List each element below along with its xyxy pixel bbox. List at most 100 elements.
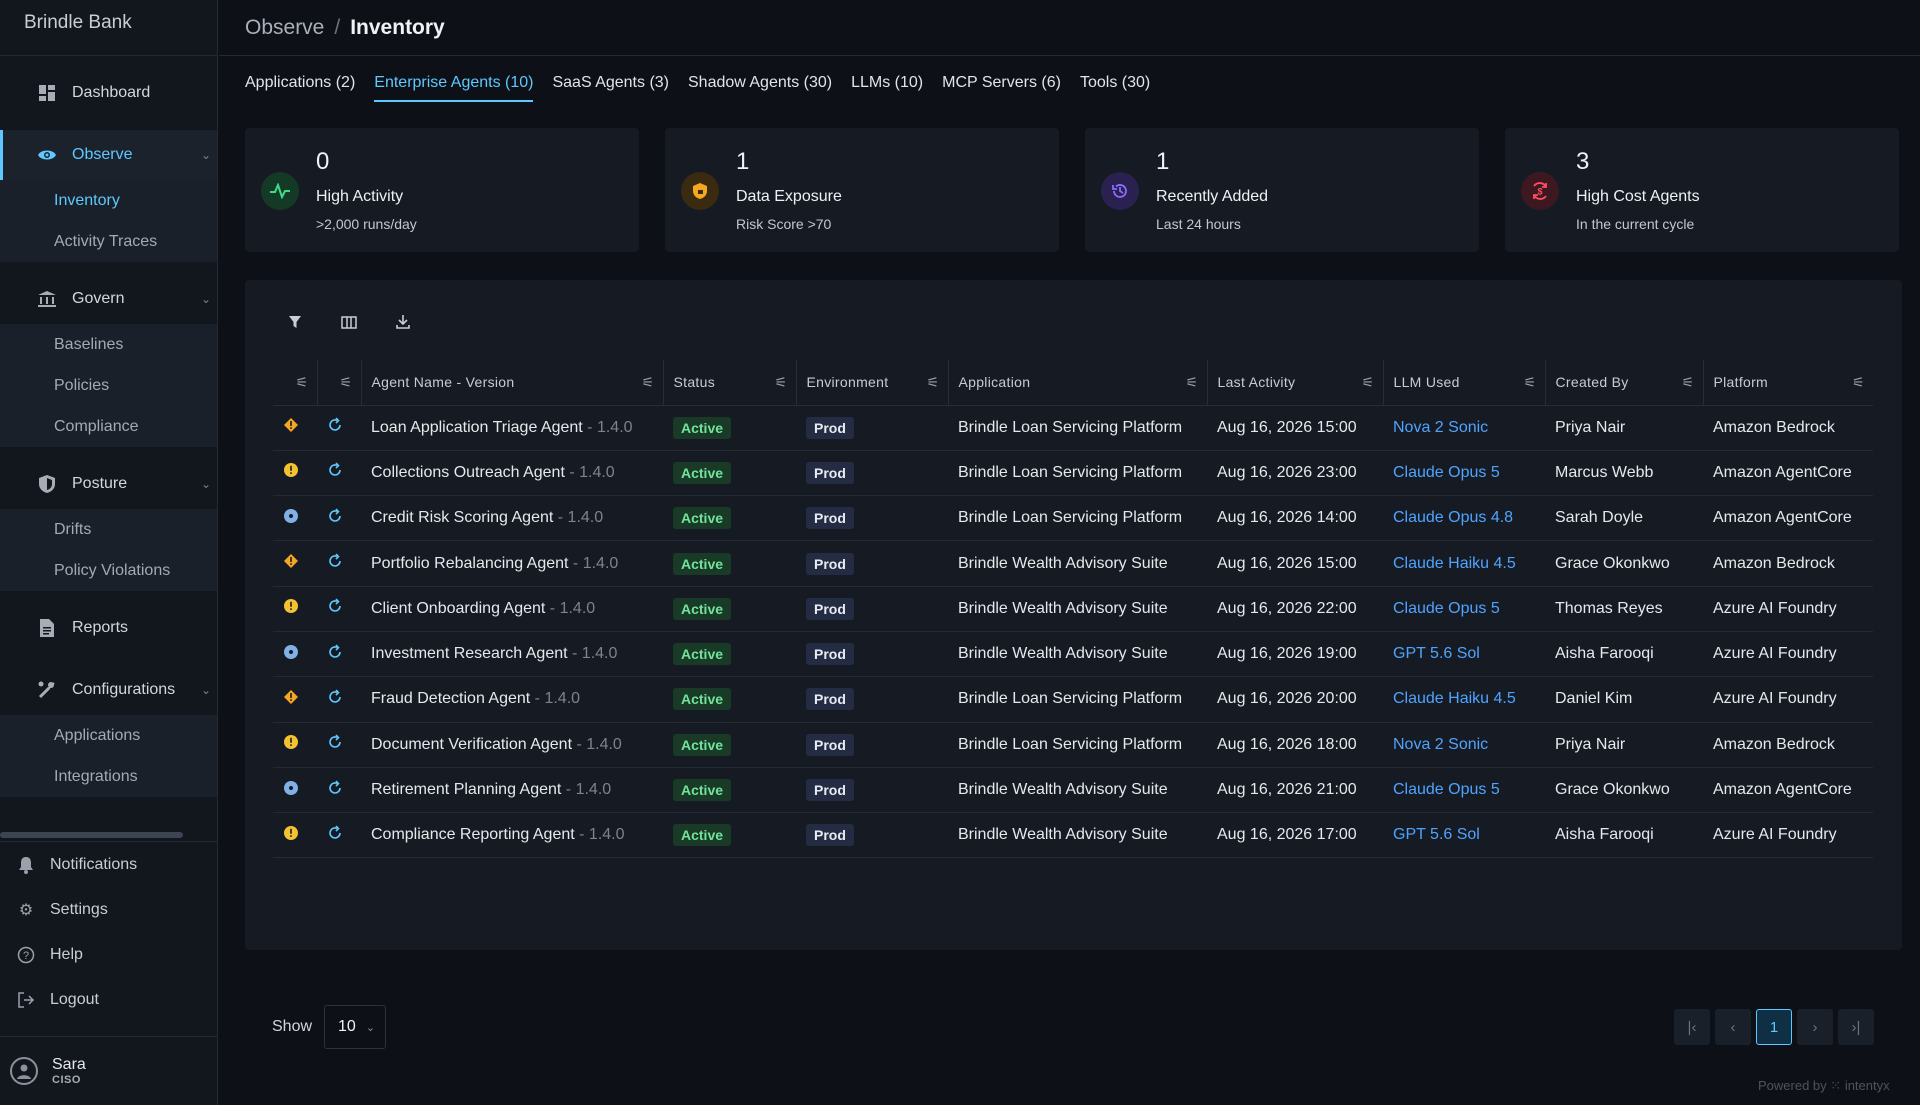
sidebar-item-policies[interactable]: Policies	[54, 376, 110, 394]
table-row[interactable]: Retirement Planning Agent - 1.4.0 Active P…	[273, 767, 1873, 814]
agent-name-cell[interactable]: Portfolio Rebalancing Agent - 1.4.0	[361, 540, 663, 587]
card-data-exposure[interactable]: 1 Data Exposure Risk Score >70	[665, 128, 1059, 252]
sidebar-scrollbar[interactable]	[0, 832, 183, 838]
table-row[interactable]: Loan Application Triage Agent - 1.4.0 Act…	[273, 405, 1873, 451]
last-activity-header[interactable]: Last Activity ⚟	[1206, 360, 1383, 406]
columns-button[interactable]	[337, 310, 361, 334]
sidebar-item-compliance[interactable]: Compliance	[54, 417, 139, 435]
filter-icon[interactable]: ⚟	[1185, 374, 1199, 390]
tab-enterprise-agents[interactable]: Enterprise Agents (10)	[374, 72, 534, 102]
user-profile[interactable]: Sara CISO	[0, 1036, 218, 1105]
filter-icon[interactable]: ⚟	[1361, 374, 1375, 390]
sidebar-item-policy-violations[interactable]: Policy Violations	[54, 561, 171, 579]
page-number-button[interactable]: 1	[1756, 1009, 1792, 1045]
tab-saas-agents[interactable]: SaaS Agents (3)	[552, 74, 669, 91]
filter-button[interactable]	[283, 310, 307, 334]
risk-column-header[interactable]: ⚟	[273, 360, 317, 406]
agent-name-cell[interactable]: Retirement Planning Agent - 1.4.0	[361, 767, 663, 814]
tab-shadow-agents[interactable]: Shadow Agents (30)	[688, 74, 833, 91]
llm-cell[interactable]: Claude Opus 4.8	[1383, 495, 1545, 542]
sync-cell[interactable]	[317, 405, 361, 451]
table-row[interactable]: Portfolio Rebalancing Agent - 1.4.0 Activ…	[273, 540, 1873, 587]
llm-cell[interactable]: GPT 5.6 Sol	[1383, 631, 1545, 678]
agent-name-header[interactable]: Agent Name - Version ⚟	[360, 360, 663, 406]
table-row[interactable]: Client Onboarding Agent - 1.4.0 Active Pro…	[273, 586, 1873, 632]
card-recently-added[interactable]: 1 Recently Added Last 24 hours	[1085, 128, 1479, 252]
sidebar-item-configurations[interactable]: Configurations ⌄	[0, 665, 217, 715]
filter-icon[interactable]: ⚟	[926, 374, 940, 390]
sync-cell[interactable]	[317, 450, 361, 497]
llm-cell[interactable]: Nova 2 Sonic	[1383, 722, 1545, 768]
breadcrumb-section[interactable]: Observe	[245, 15, 325, 39]
sidebar-item-applications[interactable]: Applications	[54, 726, 141, 744]
table-row[interactable]: Fraud Detection Agent - 1.4.0 Active Prod B…	[273, 676, 1873, 723]
filter-icon[interactable]: ⚟	[641, 374, 655, 390]
card-high-activity[interactable]: 0 High Activity >2,000 runs/day	[245, 128, 639, 252]
llm-cell[interactable]: Claude Haiku 4.5	[1383, 676, 1545, 723]
agent-name-cell[interactable]: Client Onboarding Agent - 1.4.0	[361, 586, 663, 632]
agent-name-cell[interactable]: Collections Outreach Agent - 1.4.0	[361, 450, 663, 497]
help-link[interactable]: ? Help	[0, 932, 218, 977]
last-page-button[interactable]: ›|	[1838, 1009, 1874, 1045]
sidebar-item-govern[interactable]: Govern ⌄	[0, 274, 217, 324]
sidebar-item-activity-traces[interactable]: Activity Traces	[54, 232, 158, 250]
sidebar-item-posture[interactable]: Posture ⌄	[0, 459, 217, 509]
agent-name-cell[interactable]: Compliance Reporting Agent - 1.4.0	[361, 812, 663, 859]
sidebar-item-dashboard[interactable]: Dashboard	[0, 68, 217, 118]
filter-icon[interactable]: ⚟	[1523, 374, 1537, 390]
filter-icon[interactable]: ⚟	[339, 374, 353, 390]
first-page-button[interactable]: |‹	[1674, 1009, 1710, 1045]
settings-link[interactable]: ⚙ Settings	[0, 887, 218, 932]
llm-cell[interactable]: GPT 5.6 Sol	[1383, 812, 1545, 859]
table-row[interactable]: Document Verification Agent - 1.4.0 Activ…	[273, 722, 1873, 768]
agent-name-cell[interactable]: Fraud Detection Agent - 1.4.0	[361, 676, 663, 723]
environment-header[interactable]: Environment ⚟	[795, 360, 948, 406]
sync-cell[interactable]	[317, 631, 361, 678]
created-by-header[interactable]: Created By ⚟	[1544, 360, 1703, 406]
agent-name-cell[interactable]: Document Verification Agent - 1.4.0	[361, 722, 663, 768]
notifications-link[interactable]: Notifications	[0, 842, 218, 887]
sync-column-header[interactable]: ⚟	[316, 360, 361, 406]
agent-name-cell[interactable]: Investment Research Agent - 1.4.0	[361, 631, 663, 678]
table-row[interactable]: Investment Research Agent - 1.4.0 Active P…	[273, 631, 1873, 678]
download-button[interactable]	[391, 310, 415, 334]
tab-llms[interactable]: LLMs (10)	[851, 74, 924, 91]
sync-cell[interactable]	[317, 540, 361, 587]
filter-icon[interactable]: ⚟	[774, 374, 788, 390]
sync-cell[interactable]	[317, 676, 361, 723]
tab-tools[interactable]: Tools (30)	[1079, 74, 1151, 91]
filter-icon[interactable]: ⚟	[1681, 374, 1695, 390]
sidebar-item-integrations[interactable]: Integrations	[54, 767, 138, 785]
agent-name-cell[interactable]: Credit Risk Scoring Agent - 1.4.0	[361, 495, 663, 542]
next-page-button[interactable]: ›	[1797, 1009, 1833, 1045]
llm-cell[interactable]: Claude Opus 5	[1383, 586, 1545, 632]
sidebar-item-inventory[interactable]: Inventory	[54, 191, 120, 209]
llm-cell[interactable]: Claude Haiku 4.5	[1383, 540, 1545, 587]
sidebar-item-drifts[interactable]: Drifts	[54, 520, 92, 538]
table-row[interactable]: Compliance Reporting Agent - 1.4.0 Active…	[273, 812, 1873, 859]
table-row[interactable]: Collections Outreach Agent - 1.4.0 Active…	[273, 450, 1873, 497]
llm-used-header[interactable]: LLM Used ⚟	[1382, 360, 1545, 406]
application-header[interactable]: Application ⚟	[947, 360, 1207, 406]
filter-icon[interactable]: ⚟	[295, 374, 309, 390]
llm-cell[interactable]: Nova 2 Sonic	[1383, 405, 1545, 451]
platform-header[interactable]: Platform ⚟	[1702, 360, 1873, 406]
sidebar-item-observe[interactable]: Observe ⌄	[0, 130, 217, 180]
llm-cell[interactable]: Claude Opus 5	[1383, 450, 1545, 497]
sync-cell[interactable]	[317, 586, 361, 632]
prev-page-button[interactable]: ‹	[1715, 1009, 1751, 1045]
card-high-cost-agents[interactable]: $ 3 High Cost Agents In the current cycl…	[1505, 128, 1899, 252]
sync-cell[interactable]	[317, 495, 361, 542]
status-header[interactable]: Status ⚟	[662, 360, 796, 406]
tab-applications[interactable]: Applications (2)	[245, 74, 356, 91]
page-size-select[interactable]: 10 ⌄	[324, 1005, 387, 1049]
sidebar-item-baselines[interactable]: Baselines	[54, 335, 124, 353]
table-row[interactable]: Credit Risk Scoring Agent - 1.4.0 Active P…	[273, 495, 1873, 542]
sync-cell[interactable]	[317, 812, 361, 859]
sync-cell[interactable]	[317, 722, 361, 768]
filter-icon[interactable]: ⚟	[1852, 374, 1865, 390]
llm-cell[interactable]: Claude Opus 5	[1383, 767, 1545, 814]
sidebar-item-reports[interactable]: Reports	[0, 603, 217, 653]
agent-name-cell[interactable]: Loan Application Triage Agent - 1.4.0	[361, 405, 663, 451]
sync-cell[interactable]	[317, 767, 361, 814]
